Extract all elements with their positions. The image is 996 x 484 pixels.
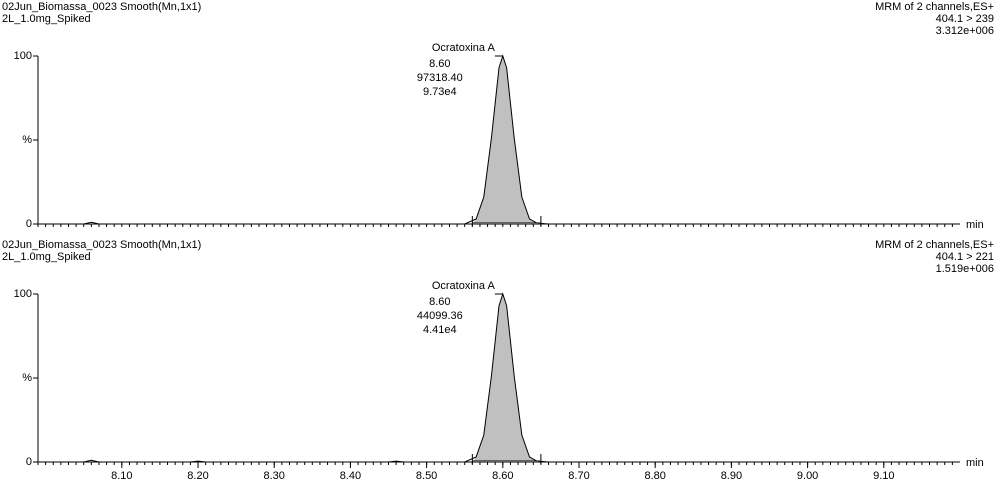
x-tick-label: 8.40 — [340, 470, 361, 482]
y-tick-label: 0 — [26, 456, 32, 468]
x-tick-label: 8.10 — [111, 470, 132, 482]
peak-area — [472, 56, 541, 224]
y-tick-label: 0 — [26, 218, 32, 230]
x-tick-label: 8.50 — [416, 470, 437, 482]
x-tick-label: 8.30 — [264, 470, 285, 482]
x-tick-label: 8.20 — [187, 470, 208, 482]
peak-label: 9.73e4 — [423, 86, 457, 98]
peak-name: Ocratoxina A — [432, 42, 496, 54]
y-tick-label: % — [22, 372, 32, 384]
title: 02Jun_Biomassa_0023 Smooth(Mn,1x1) — [2, 239, 201, 251]
peak-label: 8.60 — [429, 58, 450, 70]
trace — [38, 54, 960, 225]
x-tick-label: 9.10 — [873, 470, 894, 482]
x-tick-label: 8.80 — [644, 470, 665, 482]
panel: 02Jun_Biomassa_0023 Smooth(Mn,1x1)2L_1.0… — [2, 239, 994, 482]
channel-info: 404.1 > 221 — [936, 251, 994, 263]
channel-info: MRM of 2 channels,ES+ — [875, 1, 994, 13]
panel: 02Jun_Biomassa_0023 Smooth(Mn,1x1)2L_1.0… — [2, 1, 994, 231]
channel-info: 1.519e+006 — [936, 263, 994, 275]
x-axis-label: min — [966, 457, 984, 469]
y-tick-label: 100 — [14, 50, 32, 62]
channel-info: MRM of 2 channels,ES+ — [875, 239, 994, 251]
y-tick-label: % — [22, 134, 32, 146]
peak-label: 8.60 — [429, 296, 450, 308]
peak-area — [472, 294, 541, 462]
peak-label: 44099.36 — [417, 310, 463, 322]
x-tick-label: 8.90 — [721, 470, 742, 482]
peak-name: Ocratoxina A — [432, 280, 496, 292]
x-tick-label: 8.60 — [492, 470, 513, 482]
channel-info: 404.1 > 239 — [936, 13, 994, 25]
peak-label: 97318.40 — [417, 72, 463, 84]
x-tick-label: 9.00 — [797, 470, 818, 482]
subtitle: 2L_1.0mg_Spiked — [2, 13, 91, 25]
y-tick-label: 100 — [14, 288, 32, 300]
channel-info: 3.312e+006 — [936, 25, 994, 37]
peak-label: 4.41e4 — [423, 324, 457, 336]
title: 02Jun_Biomassa_0023 Smooth(Mn,1x1) — [2, 1, 201, 13]
x-tick-label: 8.70 — [568, 470, 589, 482]
trace — [38, 292, 960, 463]
x-axis-label: min — [966, 219, 984, 231]
subtitle: 2L_1.0mg_Spiked — [2, 251, 91, 263]
